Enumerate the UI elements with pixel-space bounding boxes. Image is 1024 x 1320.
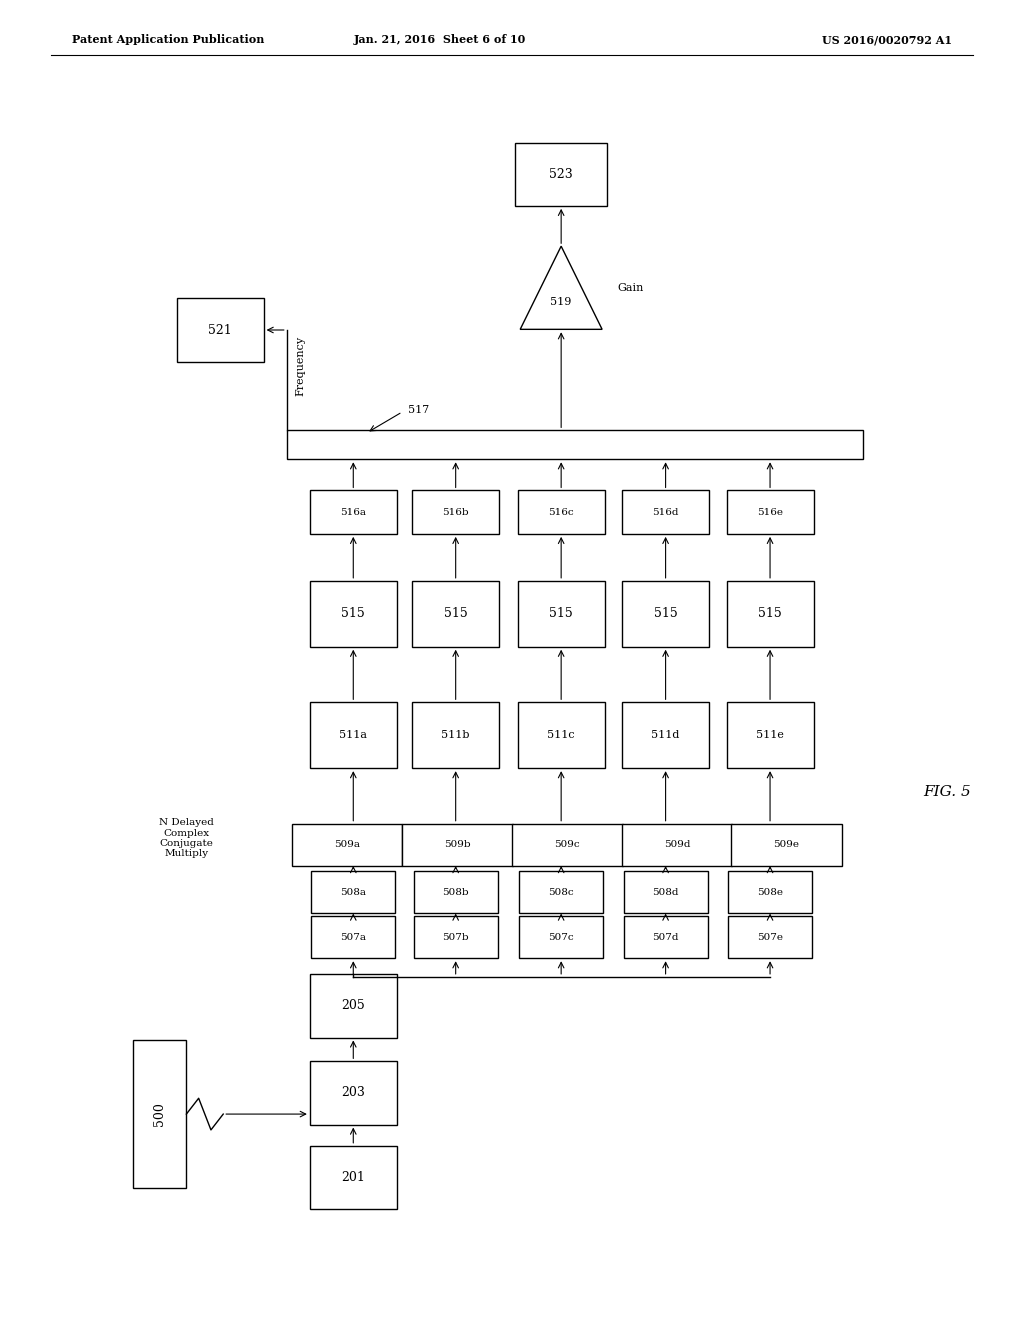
Text: 515: 515	[758, 607, 782, 620]
Text: 500: 500	[154, 1102, 166, 1126]
Bar	[727, 490, 813, 533]
Bar	[402, 824, 513, 866]
Text: 519: 519	[551, 297, 571, 306]
Text: 511d: 511d	[651, 730, 680, 741]
Text: 508b: 508b	[442, 888, 469, 896]
Bar	[519, 916, 603, 958]
Bar	[414, 916, 498, 958]
Text: 515: 515	[549, 607, 573, 620]
Text: 511b: 511b	[441, 730, 470, 741]
Text: 516b: 516b	[442, 508, 469, 516]
Text: 507b: 507b	[442, 933, 469, 941]
Bar	[624, 871, 708, 913]
Text: 205: 205	[341, 999, 366, 1012]
Bar	[512, 824, 623, 866]
Bar	[519, 871, 603, 913]
Text: 508c: 508c	[548, 888, 574, 896]
Text: 509d: 509d	[664, 841, 690, 849]
Text: 511a: 511a	[339, 730, 368, 741]
Text: Frequency: Frequency	[295, 335, 305, 396]
Bar	[731, 824, 842, 866]
Text: Patent Application Publication: Patent Application Publication	[72, 34, 264, 45]
Text: 515: 515	[653, 607, 678, 620]
Text: 517: 517	[408, 405, 429, 416]
Bar	[518, 490, 604, 533]
Bar	[412, 490, 500, 533]
Text: 516a: 516a	[340, 508, 367, 516]
Text: 508e: 508e	[757, 888, 783, 896]
Text: 521: 521	[208, 323, 232, 337]
Bar	[518, 702, 604, 768]
Text: 511e: 511e	[756, 730, 784, 741]
Bar	[623, 490, 709, 533]
Bar	[133, 1040, 186, 1188]
Bar	[287, 430, 863, 459]
Text: Jan. 21, 2016  Sheet 6 of 10: Jan. 21, 2016 Sheet 6 of 10	[354, 34, 526, 45]
Bar	[309, 1146, 397, 1209]
Bar	[309, 581, 397, 647]
Text: 507c: 507c	[548, 933, 574, 941]
Text: US 2016/0020792 A1: US 2016/0020792 A1	[822, 34, 952, 45]
Text: Gain: Gain	[617, 282, 644, 293]
Text: 515: 515	[341, 607, 366, 620]
Bar	[727, 581, 813, 647]
Text: 509a: 509a	[334, 841, 360, 849]
Polygon shape	[520, 246, 602, 329]
Bar	[414, 871, 498, 913]
Bar	[515, 143, 607, 206]
Bar	[728, 871, 812, 913]
Bar	[624, 916, 708, 958]
Text: 507d: 507d	[652, 933, 679, 941]
Bar	[309, 974, 397, 1038]
Bar	[309, 490, 397, 533]
Bar	[311, 916, 395, 958]
Text: 515: 515	[443, 607, 468, 620]
Bar	[412, 581, 500, 647]
Bar	[311, 871, 395, 913]
Text: 516e: 516e	[757, 508, 783, 516]
Text: 507a: 507a	[340, 933, 367, 941]
Bar	[623, 581, 709, 647]
Bar	[518, 581, 604, 647]
Text: 508a: 508a	[340, 888, 367, 896]
Text: FIG. 5: FIG. 5	[924, 785, 971, 799]
Text: 509e: 509e	[773, 841, 800, 849]
Bar	[727, 702, 813, 768]
Text: 523: 523	[549, 168, 573, 181]
Bar	[292, 824, 402, 866]
Text: 507e: 507e	[757, 933, 783, 941]
Bar	[412, 702, 500, 768]
Text: 516d: 516d	[652, 508, 679, 516]
Bar	[309, 1061, 397, 1125]
Bar	[728, 916, 812, 958]
Bar	[623, 702, 709, 768]
Text: 509b: 509b	[444, 841, 471, 849]
Text: 511c: 511c	[548, 730, 574, 741]
Text: 508d: 508d	[652, 888, 679, 896]
Text: 201: 201	[341, 1171, 366, 1184]
Bar	[622, 824, 732, 866]
Text: N Delayed
Complex
Conjugate
Multiply: N Delayed Complex Conjugate Multiply	[159, 818, 214, 858]
Text: 516c: 516c	[548, 508, 574, 516]
Bar	[309, 702, 397, 768]
Bar	[176, 298, 264, 362]
Text: 203: 203	[341, 1086, 366, 1100]
Text: 509c: 509c	[554, 841, 581, 849]
